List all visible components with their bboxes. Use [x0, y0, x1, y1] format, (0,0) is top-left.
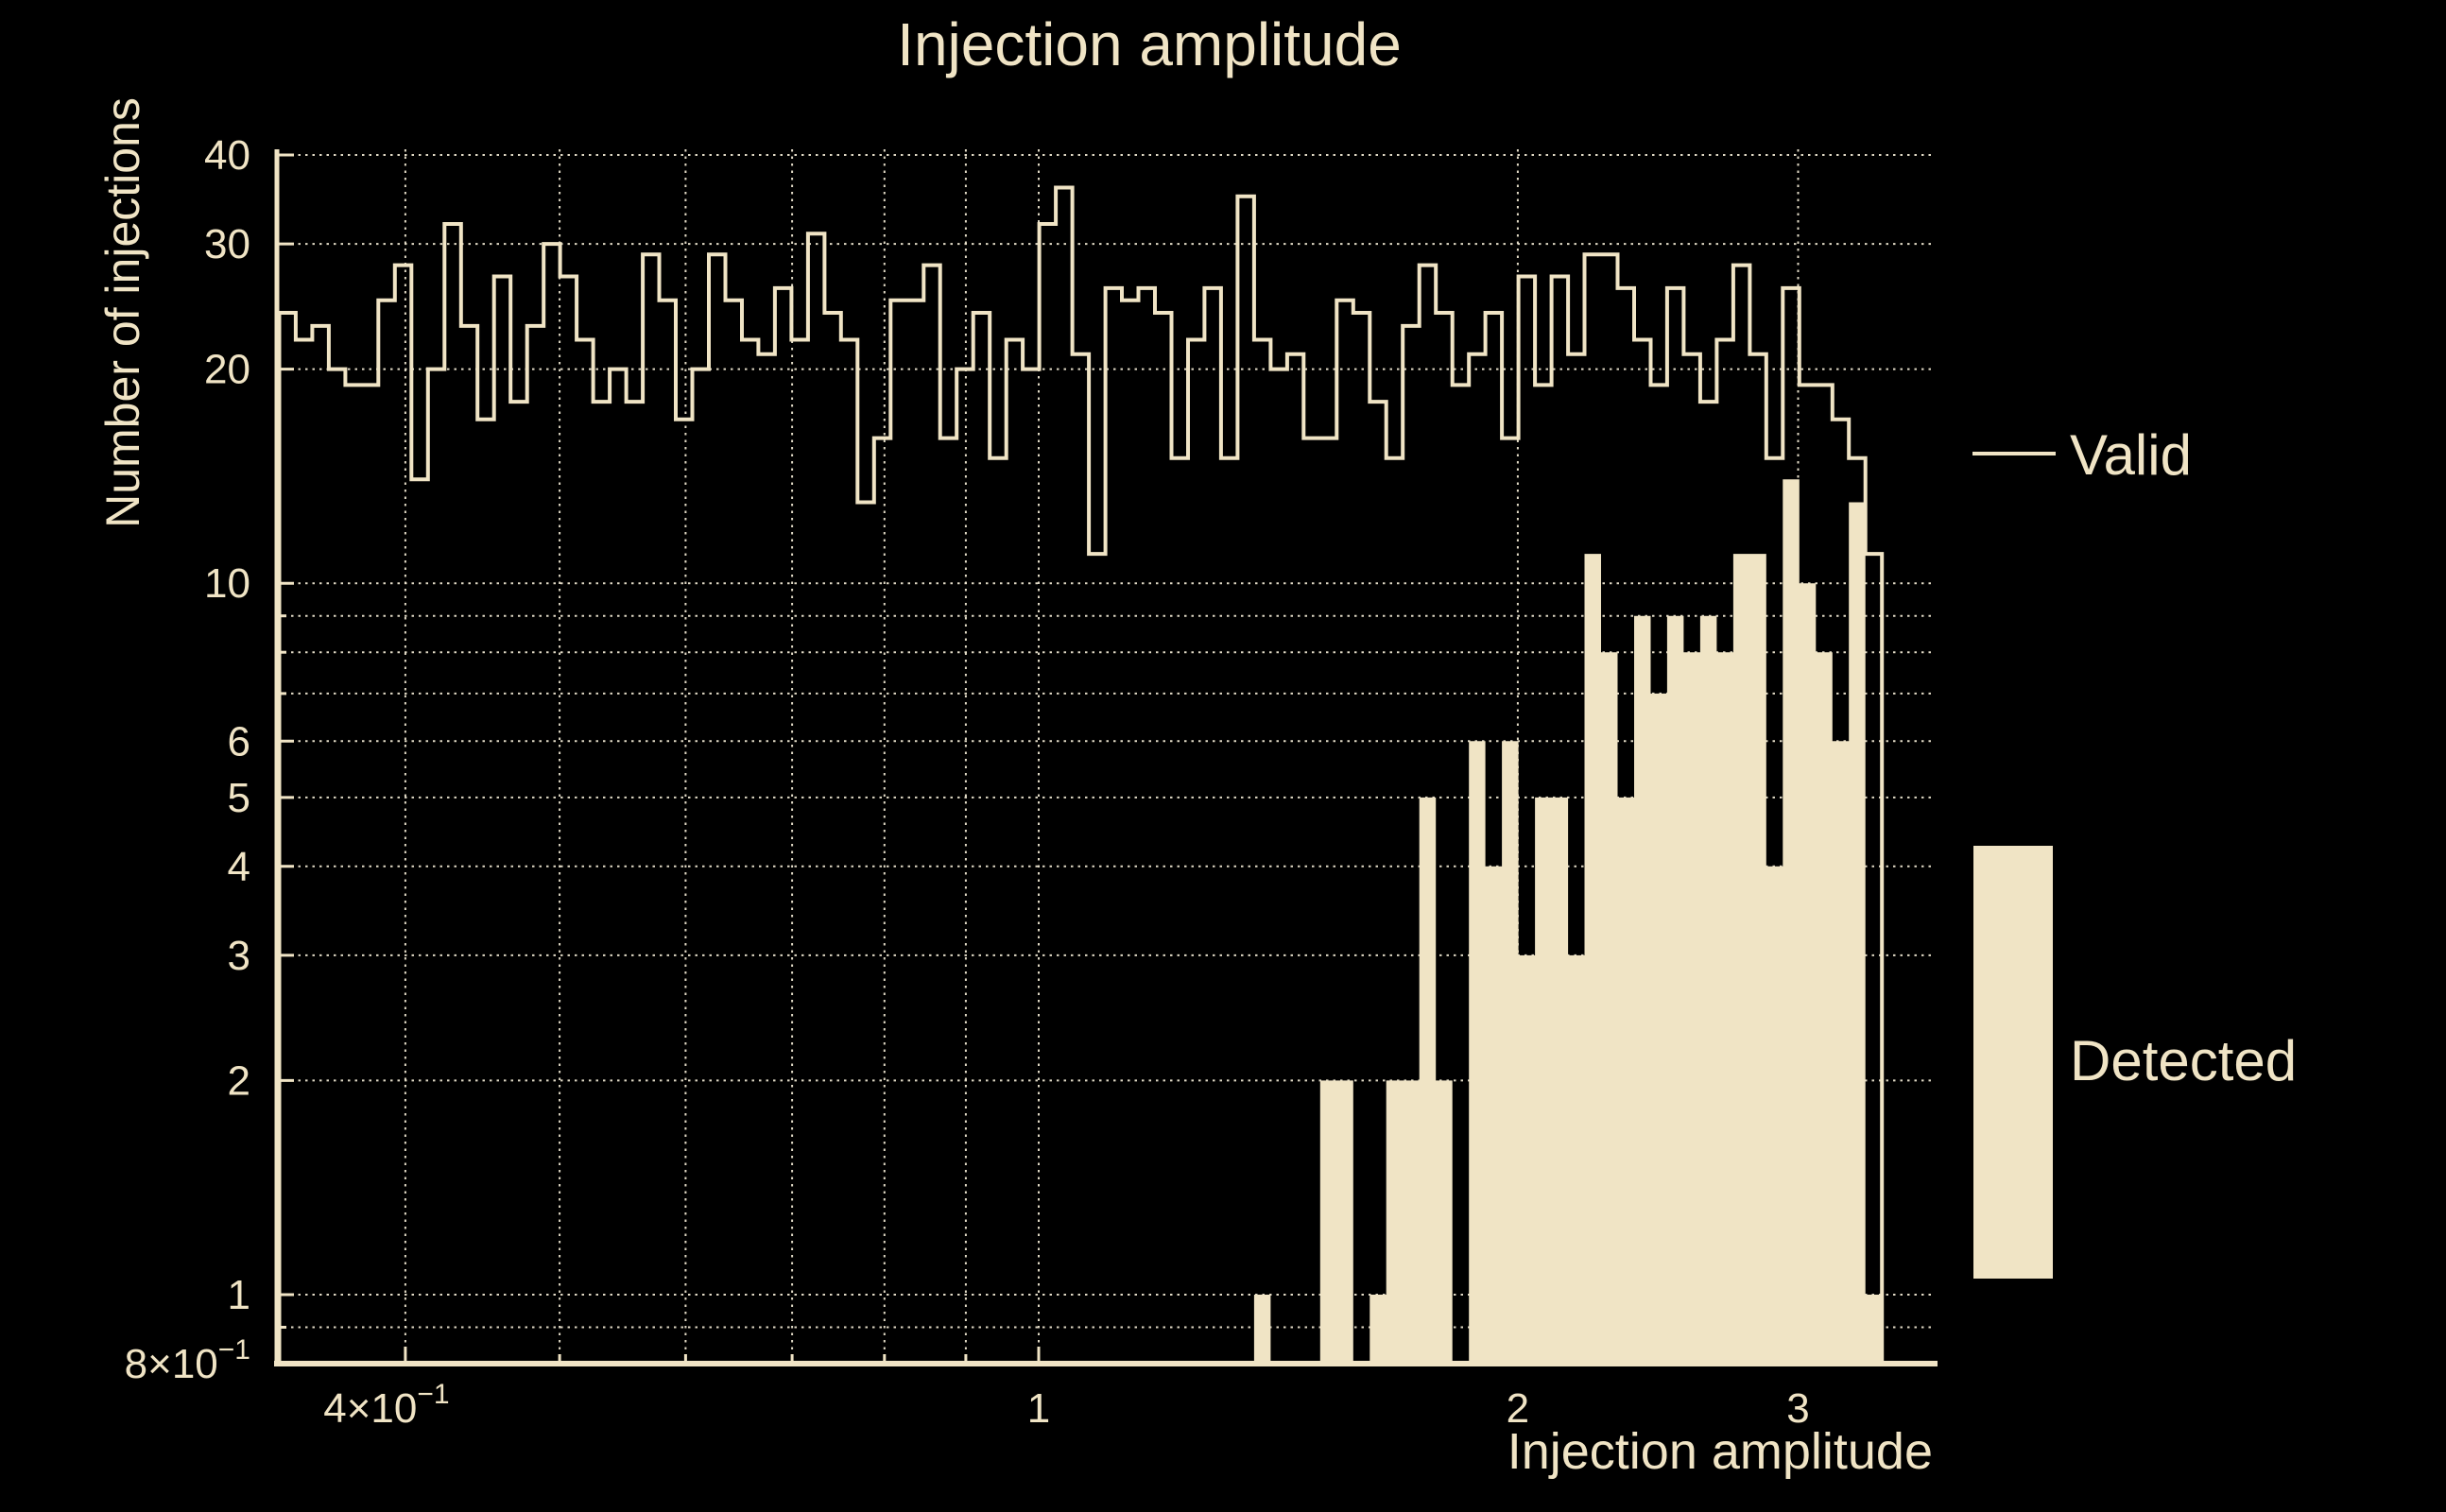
legend-detected-label: Detected — [2070, 1029, 2298, 1092]
x-tick-label: 4×10−1 — [323, 1379, 449, 1432]
y-tick-label: 10 — [204, 560, 250, 607]
legend-detected-box-marker — [1973, 846, 2053, 1279]
y-tick-label: 4 — [228, 844, 250, 890]
valid-line — [277, 185, 1885, 1364]
x-tick-label: 1 — [1027, 1385, 1050, 1432]
y-axis-title: Number of injections — [96, 97, 149, 528]
x-axis-title: Injection amplitude — [1507, 1423, 1933, 1480]
x-tick-label: 2 — [1507, 1385, 1529, 1432]
x-tick-label: 3 — [1786, 1385, 1809, 1432]
chart-title: Injection amplitude — [897, 10, 1402, 78]
y-tick-label: 1 — [228, 1272, 250, 1318]
legend-valid-line-marker — [1972, 452, 2056, 455]
y-tick-label: 2 — [228, 1057, 250, 1104]
y-tick-label: 30 — [204, 221, 250, 267]
y-tick-label: 40 — [204, 132, 250, 179]
y-tick-label: 5 — [228, 775, 250, 821]
detected-area — [279, 479, 1883, 1364]
y-tick-label: 3 — [228, 933, 250, 979]
legend-valid-label: Valid — [2070, 423, 2192, 487]
y-tick-label: 6 — [228, 718, 250, 765]
y-tick-label: 20 — [204, 347, 250, 393]
y-tick-label: 8×10−1 — [125, 1334, 250, 1387]
